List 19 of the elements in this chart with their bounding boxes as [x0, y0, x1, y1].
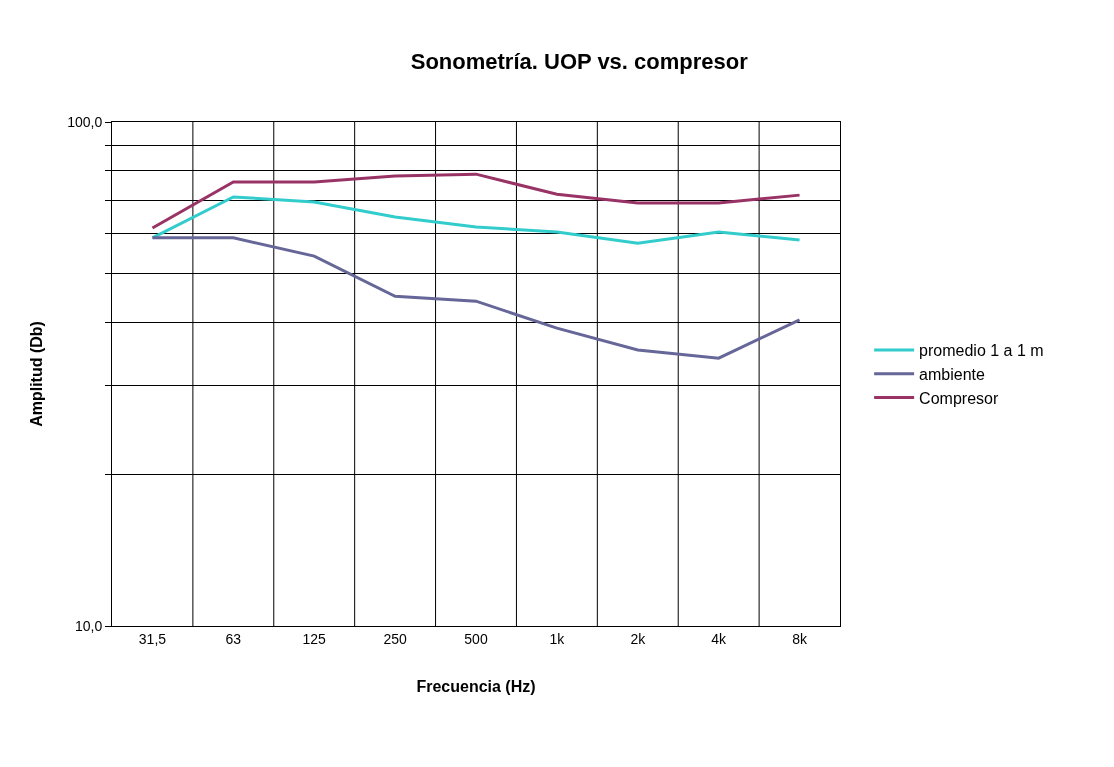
legend-label: Compresor [919, 389, 999, 407]
x-tick-label: 31,5 [138, 630, 167, 647]
y-tick-label: 100,0 [67, 113, 103, 130]
line-series [150, 236, 802, 360]
x-tick-label: 500 [464, 630, 488, 647]
x-tick-label: 4k [711, 630, 728, 647]
x-tick-label: 8k [792, 630, 808, 647]
x-tick-label: 63 [225, 630, 242, 647]
x-tick-label: 250 [383, 630, 407, 647]
chart-title: Sonometría. UOP vs. compresor [410, 49, 749, 75]
legend-label: ambiente [919, 365, 986, 383]
x-tick-label: 2k [630, 630, 647, 647]
line-series [150, 172, 802, 230]
x-tick-label: 125 [302, 630, 327, 647]
legend-label: promedio 1 a 1 m [919, 342, 1044, 360]
x-axis-title: Frecuencia (Hz) [416, 678, 536, 696]
y-tick-label: 10,0 [74, 617, 103, 634]
y-axis-title: Amplitud (Db) [28, 321, 46, 427]
x-tick-label: 1k [549, 630, 566, 647]
